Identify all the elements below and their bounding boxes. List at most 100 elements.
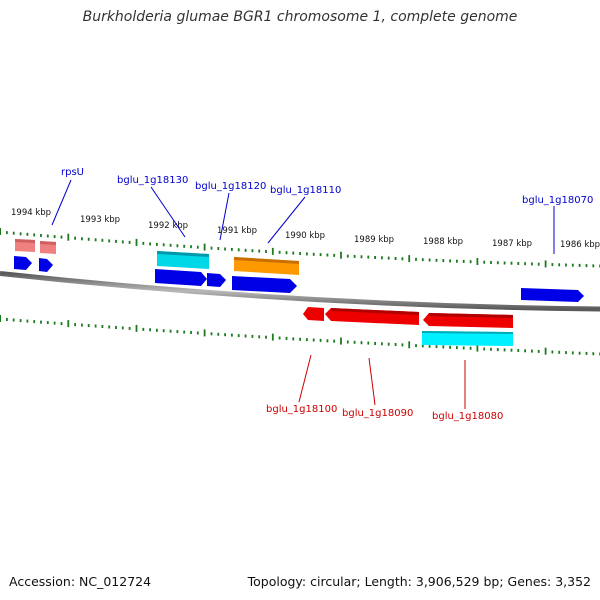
map-title: Burkholderia glumae BGR1 chromosome 1, c… <box>82 9 518 25</box>
inner-ruler-minor-tick <box>312 338 315 342</box>
outer-ruler-minor-tick <box>490 261 492 264</box>
inner-ruler-minor-tick <box>40 320 42 324</box>
inner-ruler-minor-tick <box>190 331 192 334</box>
gene-label-bglu-1g18080[interactable]: bglu_1g18080 <box>432 411 503 422</box>
outer-ruler-major-tick <box>0 228 1 235</box>
gene-label-bglu-1g18130[interactable]: bglu_1g18130 <box>117 175 188 186</box>
trna-feature-top <box>157 251 209 257</box>
ruler-label-1994: 1994 kbp <box>11 208 51 218</box>
outer-ruler-minor-tick <box>374 256 376 259</box>
inner-ruler-major-tick <box>340 337 342 345</box>
inner-ruler-minor-tick <box>537 349 540 353</box>
outer-ruler-minor-tick <box>551 263 554 267</box>
inner-ruler-minor-tick <box>319 338 322 342</box>
inner-ruler-minor-tick <box>12 318 15 322</box>
outer-ruler-minor-tick <box>60 235 63 239</box>
inner-ruler-minor-tick <box>33 320 36 324</box>
ruler-label-1989: 1989 kbp <box>354 235 394 245</box>
outer-ruler-minor-tick <box>87 237 90 241</box>
ruler-label-1988: 1988 kbp <box>423 237 463 247</box>
outer-ruler-minor-tick <box>326 253 329 257</box>
outer-ruler-minor-tick <box>81 237 83 241</box>
gene-arrow-reverse[interactable] <box>303 307 324 321</box>
outer-ruler-minor-tick <box>592 264 595 268</box>
trna-feature[interactable] <box>422 331 513 346</box>
forward-strand-features <box>14 239 584 302</box>
outer-ruler-minor-tick <box>231 247 233 251</box>
inner-ruler-minor-tick <box>60 322 63 326</box>
inner-ruler-minor-tick <box>231 333 233 337</box>
inner-ruler-minor-tick <box>183 330 186 334</box>
gene-arrow-reverse-top <box>429 313 513 318</box>
inner-ruler-minor-tick <box>531 349 533 353</box>
outer-ruler-minor-tick <box>319 253 322 257</box>
outer-ruler-minor-tick <box>196 245 199 249</box>
inner-ruler-minor-tick <box>128 326 131 330</box>
gene-arrow-forward[interactable] <box>39 258 53 272</box>
outer-ruler-minor-tick <box>496 261 499 265</box>
inner-ruler-major-tick <box>67 320 70 328</box>
gene-label-bglu-1g18120[interactable]: bglu_1g18120 <box>195 181 266 192</box>
inner-ruler-minor-tick <box>415 344 417 348</box>
outer-ruler-major-tick <box>135 238 138 246</box>
inner-ruler-minor-tick <box>142 327 145 331</box>
outer-ruler-minor-tick <box>531 262 533 266</box>
inner-ruler-minor-tick <box>46 321 49 325</box>
forward-callouts <box>51 179 555 254</box>
inner-ruler-minor-tick <box>115 326 117 329</box>
ruler-label-1986: 1986 kbp <box>560 240 600 250</box>
inner-ruler-minor-tick <box>6 318 8 321</box>
gene-label-bglu-1g18070[interactable]: bglu_1g18070 <box>522 195 593 206</box>
inner-ruler-minor-tick <box>490 347 492 351</box>
inner-ruler-minor-tick <box>292 337 295 341</box>
gene-arrow-forward[interactable] <box>14 256 32 270</box>
inner-ruler-minor-tick <box>346 340 349 344</box>
outer-ruler-minor-tick <box>510 261 513 265</box>
gene-label-bglu-1g18100[interactable]: bglu_1g18100 <box>266 404 337 415</box>
outer-ruler-major-tick <box>271 247 274 255</box>
forward-gene-labels: rpsU bglu_1g18130 bglu_1g18120 bglu_1g18… <box>61 167 593 206</box>
outer-ruler-minor-tick <box>449 259 451 263</box>
outer-ruler-minor-tick <box>156 242 158 246</box>
gene-arrow-forward[interactable] <box>207 273 226 287</box>
inner-ruler-minor-tick <box>26 319 29 323</box>
gene-arrow-forward[interactable] <box>521 288 584 302</box>
gene-arrow-reverse-top <box>331 308 419 315</box>
inner-ruler-minor-tick <box>578 351 581 355</box>
outer-ruler-minor-tick <box>217 247 220 250</box>
outer-ruler-minor-tick <box>333 253 336 257</box>
outer-ruler-minor-tick <box>74 236 76 240</box>
gene-arrow-forward[interactable] <box>155 269 207 286</box>
outer-ruler-minor-tick <box>128 240 131 244</box>
outer-ruler-minor-tick <box>469 260 472 264</box>
outer-ruler-minor-tick <box>162 243 165 247</box>
ruler-label-1993: 1993 kbp <box>80 215 120 225</box>
outer-ruler-minor-tick <box>360 255 363 259</box>
inner-ruler-minor-tick <box>367 341 370 345</box>
outer-ruler-minor-tick <box>387 256 390 260</box>
outer-ruler-minor-tick <box>115 239 117 243</box>
outer-ruler-minor-tick <box>585 264 588 268</box>
outer-ruler-major-tick <box>67 233 70 241</box>
inner-ruler-minor-tick <box>442 345 445 349</box>
outer-ruler-minor-tick <box>312 252 315 256</box>
outer-ruler-major-tick <box>340 251 342 259</box>
callout-line <box>298 354 312 403</box>
inner-ruler-minor-tick <box>121 326 124 330</box>
gene-arrow-forward[interactable] <box>232 276 297 293</box>
inner-ruler-major-tick <box>408 341 411 349</box>
outer-ruler-minor-tick <box>12 231 15 235</box>
callout-line <box>150 186 186 238</box>
outer-ruler-minor-tick <box>278 250 281 254</box>
outer-ruler-minor-tick <box>428 258 431 262</box>
inner-ruler-minor-tick <box>81 323 83 327</box>
outer-ruler-minor-tick <box>558 263 561 267</box>
inner-ruler-minor-tick <box>196 331 199 335</box>
gene-label-bglu-1g18090[interactable]: bglu_1g18090 <box>342 408 413 419</box>
outer-ruler-minor-tick <box>353 254 356 258</box>
gene-label-rpsU[interactable]: rpsU <box>61 167 84 178</box>
gene-label-bglu-1g18110[interactable]: bglu_1g18110 <box>270 185 341 196</box>
outer-ruler-minor-tick <box>53 235 56 239</box>
inner-ruler-minor-tick <box>510 348 513 352</box>
inner-ruler-minor-tick <box>251 334 254 338</box>
